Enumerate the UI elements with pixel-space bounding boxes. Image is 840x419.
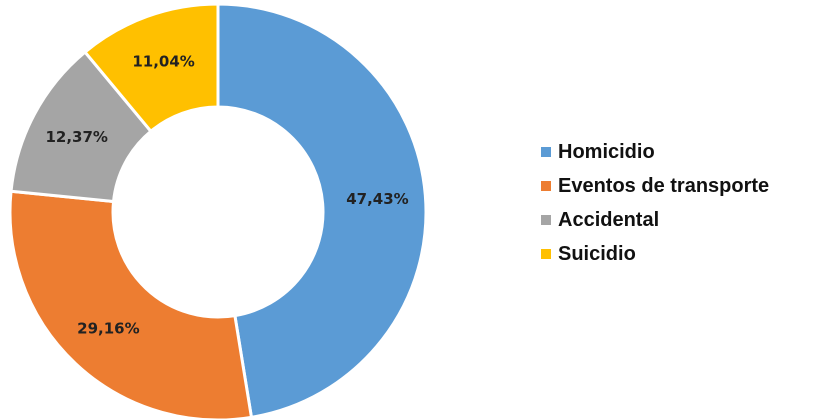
donut-slice-suicidio — [82, 2, 220, 134]
legend-label-homicidio: Homicidio — [558, 141, 655, 163]
legend-swatch-accidental — [541, 215, 551, 225]
data-label-accidental: 12,37% — [45, 128, 107, 146]
data-label-suicidio: 11,04% — [132, 53, 194, 71]
data-label-eventos-de-transporte: 29,16% — [77, 320, 139, 338]
legend-label-accidental: Accidental — [558, 209, 659, 231]
legend-label-eventos-de-transporte: Eventos de transporte — [558, 175, 769, 197]
chart-legend: Homicidio Eventos de transporte Accidental… — [541, 141, 769, 265]
legend-label-suicidio: Suicidio — [558, 243, 636, 265]
donut-slices — [8, 2, 428, 419]
donut-slice-homicidio — [216, 2, 428, 419]
legend-swatch-homicidio — [541, 147, 551, 157]
legend-swatch-suicidio — [541, 249, 551, 259]
donut-data-labels: 47,43% 29,16% 12,37% 11,04% — [45, 53, 408, 338]
donut-slice-eventos-de-transporte — [8, 189, 254, 419]
data-label-homicidio: 47,43% — [346, 190, 408, 208]
legend-swatch-eventos-de-transporte — [541, 181, 551, 191]
